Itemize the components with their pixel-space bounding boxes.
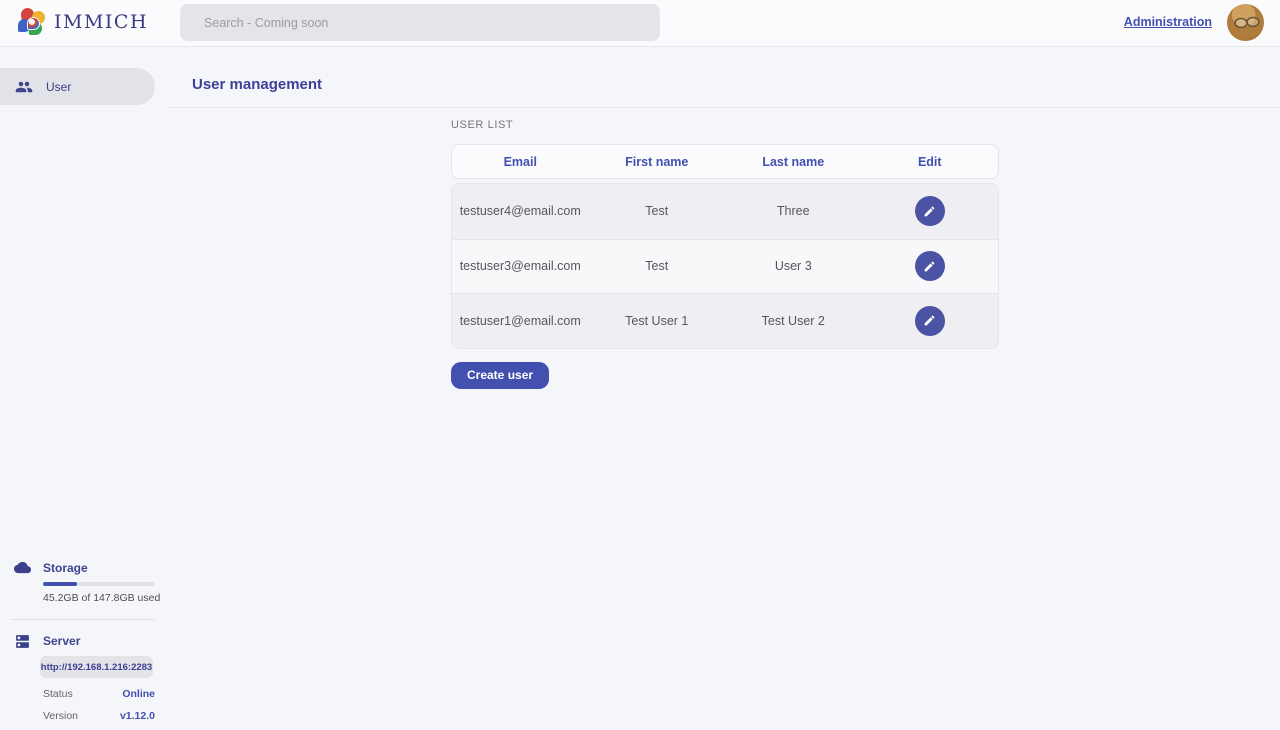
cell-first-name: Test — [645, 259, 669, 274]
avatar[interactable] — [1227, 4, 1264, 41]
sidebar-divider — [12, 619, 155, 620]
avatar-photo-glasses — [1233, 16, 1260, 28]
pencil-icon — [924, 315, 935, 326]
storage-progress-bar — [43, 581, 155, 586]
sidebar-status-panel: Storage 45.2GB of 147.8GB used Server ht… — [0, 561, 170, 722]
page-title: User management — [192, 76, 323, 93]
user-table-header: Email First name Last name Edit — [451, 144, 999, 179]
server-icon — [16, 634, 29, 648]
cell-email: testuser4@email.com — [459, 204, 581, 219]
top-bar: IMMICH Administration — [0, 0, 1280, 47]
edit-user-button[interactable] — [914, 305, 945, 336]
storage-section: Storage — [0, 561, 170, 575]
search-input[interactable] — [180, 4, 660, 41]
title-divider — [170, 107, 1280, 108]
main-content: User management USER LIST Email First na… — [170, 47, 1280, 730]
server-title: Server — [43, 634, 81, 648]
sidebar-item-label: User — [46, 79, 72, 94]
version-label: Version — [43, 710, 79, 722]
col-first-name: First name — [625, 154, 689, 169]
storage-progress-fill — [43, 581, 78, 586]
cell-first-name: Test — [645, 204, 669, 219]
table-row: testuser1@email.com Test User 1 Test Use… — [452, 293, 998, 348]
administration-link[interactable]: Administration — [1123, 15, 1212, 29]
status-label: Status — [43, 688, 73, 700]
storage-usage-text: 45.2GB of 147.8GB used — [43, 592, 161, 604]
server-status-row: Status Online — [43, 688, 155, 700]
cell-last-name: User 3 — [774, 259, 812, 274]
user-table: testuser4@email.com Test Three testuser3… — [451, 183, 999, 349]
col-edit: Edit — [917, 154, 942, 169]
edit-user-button[interactable] — [914, 196, 945, 227]
app-title: IMMICH — [54, 10, 149, 33]
server-version-row: Version v1.12.0 — [43, 710, 155, 722]
table-row: testuser4@email.com Test Three — [452, 184, 998, 239]
table-row: testuser3@email.com Test User 3 — [452, 238, 998, 293]
cell-last-name: Three — [776, 204, 810, 219]
user-list-label: USER LIST — [451, 119, 514, 131]
cloud-icon — [14, 561, 31, 574]
cell-first-name: Test User 1 — [625, 313, 689, 328]
status-value: Online — [122, 688, 155, 700]
users-icon — [15, 81, 33, 92]
create-user-button[interactable]: Create user — [451, 361, 550, 389]
pencil-icon — [924, 261, 935, 272]
version-value: v1.12.0 — [119, 710, 155, 722]
cell-email: testuser3@email.com — [459, 259, 581, 274]
server-section: Server — [0, 634, 170, 648]
storage-title: Storage — [43, 560, 88, 575]
app-logo[interactable]: IMMICH — [18, 7, 149, 35]
cell-last-name: Test User 2 — [761, 313, 825, 328]
edit-user-button[interactable] — [914, 251, 945, 282]
server-url-badge: http://192.168.1.216:2283 — [40, 656, 153, 678]
col-email: Email — [503, 154, 537, 169]
cell-email: testuser1@email.com — [459, 313, 581, 328]
pencil-icon — [924, 206, 935, 217]
sidebar: User Storage 45.2GB of 147.8GB used Serv… — [0, 47, 170, 730]
immich-flower-icon — [18, 7, 45, 35]
sidebar-item-user[interactable]: User — [0, 68, 155, 105]
col-last-name: Last name — [762, 154, 825, 169]
